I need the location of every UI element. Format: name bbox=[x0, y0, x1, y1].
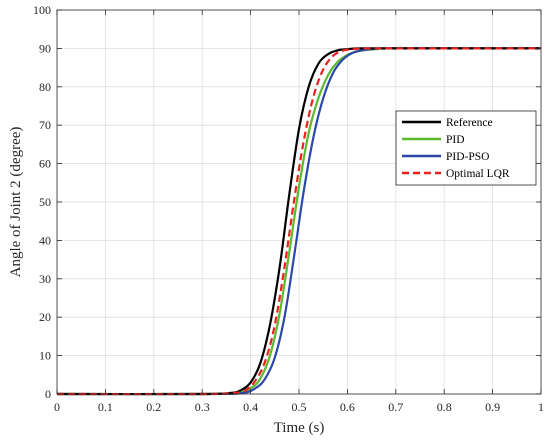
y-tick-label: 100 bbox=[33, 3, 51, 17]
x-tick-label: 0.6 bbox=[340, 400, 355, 414]
x-tick-label: 0.3 bbox=[195, 400, 210, 414]
x-tick-label: 0 bbox=[54, 400, 60, 414]
grid-lines bbox=[57, 10, 541, 394]
series-line-reference bbox=[56, 47, 541, 396]
x-tick-label: 1 bbox=[538, 400, 544, 414]
x-tick-label: 0.5 bbox=[292, 400, 307, 414]
y-tick-label: 0 bbox=[45, 387, 51, 401]
series-line-optimal-lqr bbox=[56, 47, 541, 396]
legend: Reference PID PID-PSO Optimal LQR bbox=[395, 110, 537, 186]
x-axis-label: Time (s) bbox=[274, 420, 325, 436]
x-tick-label: 0.7 bbox=[388, 400, 403, 414]
y-tick-label: 60 bbox=[39, 157, 51, 171]
legend-label-pid-pso: PID-PSO bbox=[446, 151, 489, 163]
y-tick-label: 50 bbox=[39, 195, 51, 209]
legend-label-reference: Reference bbox=[446, 117, 493, 129]
legend-label-pid: PID bbox=[446, 134, 465, 146]
legend-label-optimal-lqr: Optimal LQR bbox=[446, 168, 510, 180]
x-tick-label: 0.2 bbox=[146, 400, 161, 414]
y-tick-label: 70 bbox=[39, 118, 51, 132]
y-tick-label: 40 bbox=[39, 233, 51, 247]
x-tick-label: 0.9 bbox=[485, 400, 500, 414]
y-tick-label: 90 bbox=[39, 41, 51, 55]
x-tick-label: 0.4 bbox=[243, 400, 258, 414]
axis-ticks: 0 0.1 0.2 0.3 0.4 0.5 0.6 0.7 0.8 0.9 101020304050… bbox=[33, 3, 544, 414]
y-tick-label: 20 bbox=[39, 310, 51, 324]
x-tick-label: 0.8 bbox=[437, 400, 452, 414]
y-axis-label: Angle of Joint 2 (degree) bbox=[8, 127, 24, 278]
series-lines bbox=[56, 47, 542, 396]
y-tick-label: 30 bbox=[39, 272, 51, 286]
y-tick-label: 80 bbox=[39, 80, 51, 94]
y-tick-label: 10 bbox=[39, 349, 51, 363]
x-tick-label: 0.1 bbox=[98, 400, 113, 414]
